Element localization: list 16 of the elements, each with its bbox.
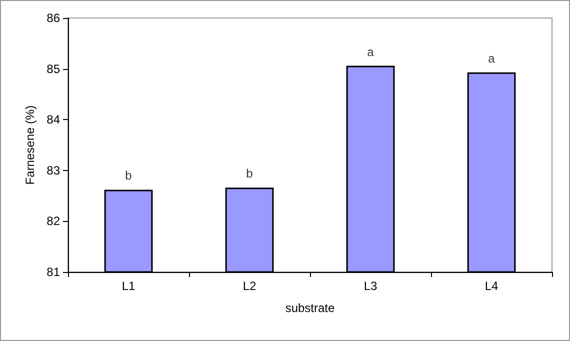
x-axis-title: substrate (285, 301, 336, 315)
y-tick-label: 82 (46, 214, 60, 228)
y-tick-label: 81 (46, 265, 60, 279)
y-axis-title: Farnesene (%) (22, 105, 37, 185)
x-tick-label: L4 (484, 279, 498, 293)
y-tick-label: 84 (46, 112, 60, 127)
x-tick-label: L3 (364, 279, 378, 293)
annotation: a (367, 44, 374, 59)
annotation: b (246, 166, 254, 181)
annotation: b (125, 168, 132, 183)
y-tick-label: 86 (46, 11, 60, 25)
y-tick-label: 85 (46, 62, 60, 76)
y-tick-label: 83 (46, 163, 60, 178)
x-tick-label: L2 (242, 279, 256, 293)
annotation: a (488, 51, 496, 66)
x-tick-label: L1 (122, 279, 136, 293)
